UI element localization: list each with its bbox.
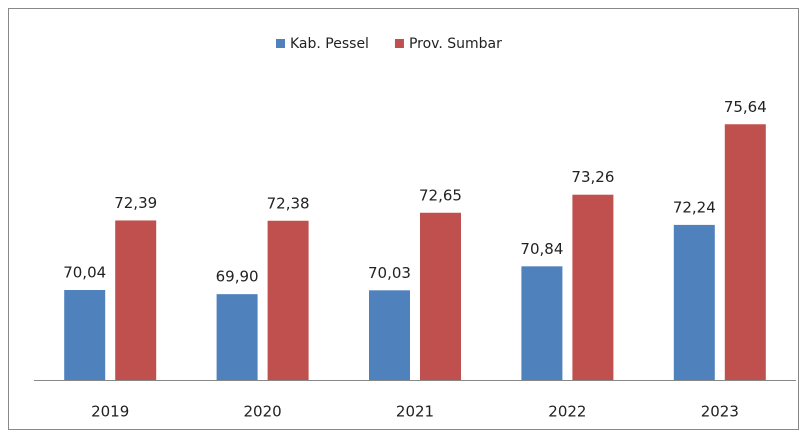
bar [64,290,106,380]
bar [724,124,766,380]
x-tick-label: 2022 [548,403,586,421]
data-label: 70,03 [368,264,411,282]
bar [115,220,157,380]
bar [572,194,614,380]
x-tick-label: 2020 [244,403,282,421]
legend-label: Prov. Sumbar [409,36,502,52]
data-label: 73,26 [571,168,614,186]
bar [673,224,715,380]
bar [267,220,309,380]
data-label: 70,84 [520,240,563,258]
legend-swatch [276,39,285,48]
data-label: 69,90 [216,268,259,286]
bar [216,294,258,380]
x-tick-label: 2021 [396,403,434,421]
data-label: 70,04 [63,264,106,282]
data-label: 72,39 [114,194,157,212]
bar [521,266,563,380]
x-tick-label: 2019 [91,403,129,421]
x-tick-label: 2023 [701,403,739,421]
bar [420,212,461,380]
data-label: 72,24 [673,198,716,216]
data-label: 75,64 [724,98,767,116]
legend-label: Kab. Pessel [290,36,369,52]
bar [369,290,410,380]
data-label: 72,65 [419,186,462,204]
legend-swatch [394,39,404,48]
data-label: 72,38 [267,194,310,212]
